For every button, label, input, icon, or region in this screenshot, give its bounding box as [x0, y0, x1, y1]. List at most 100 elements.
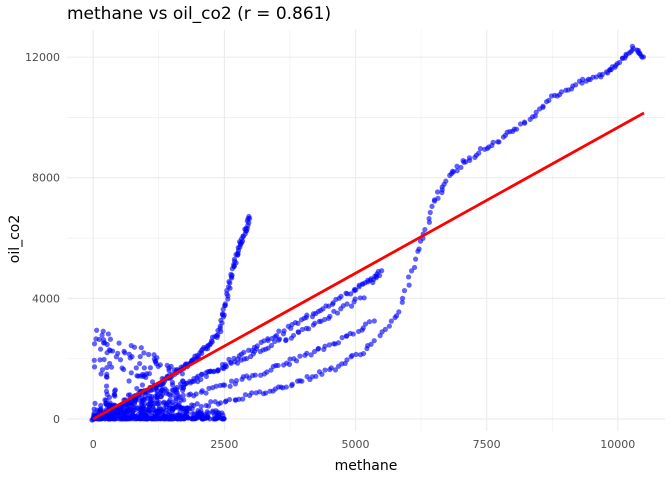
data-point	[249, 390, 255, 396]
data-point	[382, 326, 388, 332]
data-point	[184, 405, 191, 411]
data-point	[106, 347, 112, 353]
data-point	[236, 396, 242, 402]
data-point	[352, 296, 358, 302]
y-axis-title: oil_co2	[7, 215, 23, 264]
data-point	[362, 321, 369, 327]
data-point	[406, 282, 412, 288]
data-point	[205, 410, 211, 416]
data-point	[98, 402, 104, 409]
data-point	[242, 392, 249, 398]
data-point	[145, 401, 152, 407]
data-point	[133, 365, 139, 371]
data-point	[127, 355, 133, 361]
data-point	[199, 371, 205, 377]
data-point	[98, 371, 104, 377]
data-point	[214, 415, 220, 421]
data-point	[454, 168, 460, 174]
data-point	[263, 390, 269, 396]
data-point	[344, 301, 350, 307]
data-point	[283, 384, 289, 390]
data-point	[189, 416, 195, 422]
data-point	[180, 392, 186, 398]
data-point	[458, 164, 464, 171]
data-point	[180, 385, 186, 391]
data-point	[187, 378, 193, 384]
data-point	[99, 332, 105, 338]
y-tick-label: 12000	[25, 51, 60, 64]
data-point	[199, 388, 205, 394]
data-point	[246, 220, 252, 226]
data-point	[463, 159, 469, 165]
data-point	[128, 370, 134, 376]
data-point	[139, 405, 145, 411]
data-point	[546, 97, 552, 103]
data-point	[540, 103, 546, 109]
data-point	[198, 403, 204, 410]
data-point	[293, 358, 300, 364]
data-point	[344, 357, 350, 363]
data-point	[221, 382, 228, 388]
data-point	[152, 387, 158, 393]
x-tick-label: 5000	[342, 438, 370, 451]
data-point	[171, 367, 178, 373]
data-point	[160, 413, 166, 419]
data-point	[234, 360, 241, 366]
data-point	[376, 272, 383, 279]
x-tick-labels: 0 2500 5000 7500 10000	[90, 438, 636, 451]
data-point	[96, 336, 102, 343]
data-point	[533, 109, 539, 115]
data-point	[128, 342, 134, 349]
data-point	[399, 299, 405, 305]
data-point	[306, 326, 312, 332]
data-point	[97, 346, 104, 352]
data-point	[276, 328, 282, 334]
data-point	[616, 59, 623, 66]
data-point	[107, 400, 113, 406]
data-point	[338, 293, 344, 299]
data-point	[193, 391, 199, 397]
data-point	[254, 343, 260, 349]
data-point	[104, 364, 110, 371]
data-point	[371, 338, 377, 344]
data-point	[99, 367, 106, 373]
data-point	[450, 168, 456, 174]
data-point	[135, 373, 141, 379]
data-point	[244, 355, 250, 362]
data-point	[264, 369, 270, 375]
data-point	[360, 350, 367, 357]
data-point	[357, 295, 363, 301]
data-point	[240, 234, 246, 240]
data-point	[228, 271, 234, 277]
data-point	[181, 397, 187, 403]
data-point	[105, 416, 112, 422]
data-point	[295, 320, 301, 326]
chart-title: methane vs oil_co2 (r = 0.861)	[67, 4, 332, 24]
data-point	[335, 340, 342, 346]
data-point	[215, 367, 221, 373]
data-point	[408, 268, 415, 274]
data-point	[281, 328, 287, 334]
data-points	[89, 43, 647, 423]
data-point	[166, 365, 172, 371]
data-point	[261, 338, 267, 344]
data-point	[326, 342, 332, 348]
data-point	[160, 386, 166, 393]
x-axis-title: methane	[335, 458, 398, 474]
data-point	[137, 415, 144, 422]
data-point	[169, 413, 175, 419]
data-point	[138, 345, 144, 351]
data-point	[127, 415, 134, 421]
data-point	[246, 213, 252, 220]
gridlines	[67, 30, 665, 431]
data-point	[496, 139, 502, 145]
data-point	[443, 178, 449, 184]
data-point	[290, 332, 297, 339]
data-point	[327, 313, 333, 319]
data-point	[104, 341, 110, 348]
data-point	[304, 312, 310, 318]
data-point	[203, 390, 209, 396]
data-point	[275, 362, 281, 369]
data-point	[219, 311, 226, 317]
